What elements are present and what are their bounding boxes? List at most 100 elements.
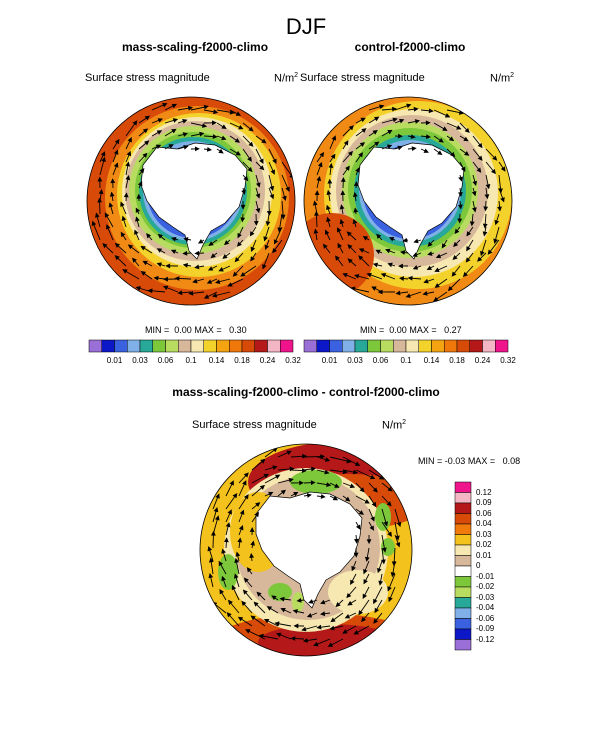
wind-arrow-head (240, 271, 246, 277)
wind-arrow-head (290, 636, 296, 641)
wind-arrow-head (249, 527, 255, 532)
wind-arrow-head (385, 248, 391, 254)
wind-arrow-head (163, 276, 168, 282)
wind-arrow-head (464, 151, 470, 156)
wind-arrow-head (466, 245, 471, 252)
wind-arrow-head (235, 551, 241, 557)
wind-arrow-head (270, 169, 275, 175)
colorbar-swatch (354, 339, 368, 353)
wind-arrow-head (155, 144, 162, 150)
colorbar-tick-label: 0.18 (234, 356, 250, 365)
wind-arrow-head (171, 103, 177, 109)
wind-arrow-head (241, 600, 247, 606)
wind-arrow-head (331, 135, 337, 141)
wind-arrow-head (448, 136, 455, 142)
wind-arrow-head (194, 146, 200, 152)
wind-arrow-head (427, 251, 433, 256)
colorbar-tick-label: 0.1 (400, 356, 412, 365)
wind-arrow-head (355, 167, 360, 173)
wind-arrow-head (396, 521, 402, 528)
colorbar-tick-label: 0.14 (208, 356, 225, 365)
wind-arrow-head (139, 168, 145, 174)
wind-arrow-head (242, 589, 248, 595)
wind-arrow-head (387, 586, 392, 592)
colorbar-swatch (241, 339, 255, 353)
wind-arrow-head (235, 150, 241, 156)
colorbar-swatch (267, 339, 281, 353)
wind-arrow-head (248, 141, 254, 147)
wind-arrow-head (198, 239, 204, 244)
wind-arrow-head (320, 599, 326, 605)
wind-arrow-head (346, 592, 352, 599)
wind-arrow-head (156, 248, 163, 253)
colorbar-swatch (216, 339, 230, 353)
wind-arrow-head (272, 247, 278, 254)
wind-arrow-head (476, 167, 482, 173)
wind-arrow-head (250, 246, 256, 252)
wind-arrow-head (127, 137, 132, 143)
wind-arrow-head (329, 625, 335, 631)
wind-arrow-head (397, 133, 403, 139)
page-title: DJF (285, 14, 327, 39)
wind-arrow-head (347, 258, 353, 264)
wind-arrow-head (125, 161, 131, 167)
wind-arrow-head (438, 137, 444, 143)
wind-arrow-head (388, 237, 395, 242)
wind-arrow-head (203, 104, 209, 110)
colorbar-swatch (127, 339, 141, 353)
wind-arrow-head (381, 559, 386, 565)
wind-arrow-head (199, 131, 205, 137)
wind-arrow-head (353, 630, 359, 635)
wind-arrow-head (142, 128, 149, 134)
wind-arrow-head (352, 218, 358, 225)
wind-arrow-head (500, 197, 505, 203)
wind-arrow-head (208, 241, 214, 246)
wind-arrow-head (349, 483, 356, 489)
wind-arrow-head (182, 263, 189, 268)
wind-arrow-head (326, 204, 331, 211)
wind-arrow-head (134, 229, 139, 235)
colorbar-swatch (469, 339, 483, 353)
wind-arrow-head (351, 565, 356, 572)
wind-arrow-head (213, 507, 219, 513)
wind-arrow-head (301, 626, 307, 632)
wind-arrow-head (412, 252, 418, 257)
wind-arrow-head (374, 141, 380, 147)
wind-arrow-head (162, 285, 169, 291)
wind-arrow-head (253, 221, 259, 226)
colorbar-swatch (454, 502, 472, 514)
wind-arrow-head (221, 548, 226, 554)
wind-arrow-head (413, 106, 419, 112)
wind-arrow-head (109, 191, 115, 197)
wind-arrow-head (494, 219, 500, 226)
wind-arrow-head (218, 148, 224, 154)
wind-arrow-head (250, 540, 255, 546)
wind-arrow-head (206, 147, 212, 152)
wind-arrow-head (335, 602, 341, 608)
wind-arrow-head (254, 511, 260, 518)
wind-arrow-head (120, 231, 126, 238)
wind-arrow-head (482, 223, 488, 229)
colorbar-tick-label: 0.14 (423, 356, 440, 365)
colorbar-swatch (482, 339, 496, 353)
panel2-variable-label: Surface stress magnitude (300, 72, 425, 84)
wind-arrow-head (346, 231, 352, 237)
wind-arrow-head (136, 193, 142, 199)
wind-arrow-head (376, 233, 382, 239)
wind-arrow-head (450, 151, 456, 157)
wind-arrow-head (477, 142, 483, 149)
wind-arrow-head (229, 480, 234, 486)
wind-arrow-head (347, 150, 353, 157)
colorbar-swatch (190, 339, 204, 353)
wind-arrow-head (243, 577, 249, 583)
wind-arrow-head (156, 130, 163, 135)
colorbar-tick-label: 0.03 (476, 529, 492, 539)
wind-arrow-head (121, 215, 127, 221)
colorbar-swatch (454, 481, 472, 493)
wind-arrow-head (110, 178, 116, 184)
wind-arrow-head (437, 150, 443, 156)
wind-arrow-head (359, 487, 365, 493)
wind-arrow-head (263, 618, 270, 624)
wind-arrow-head (387, 531, 392, 537)
wind-arrow-head (472, 180, 478, 186)
